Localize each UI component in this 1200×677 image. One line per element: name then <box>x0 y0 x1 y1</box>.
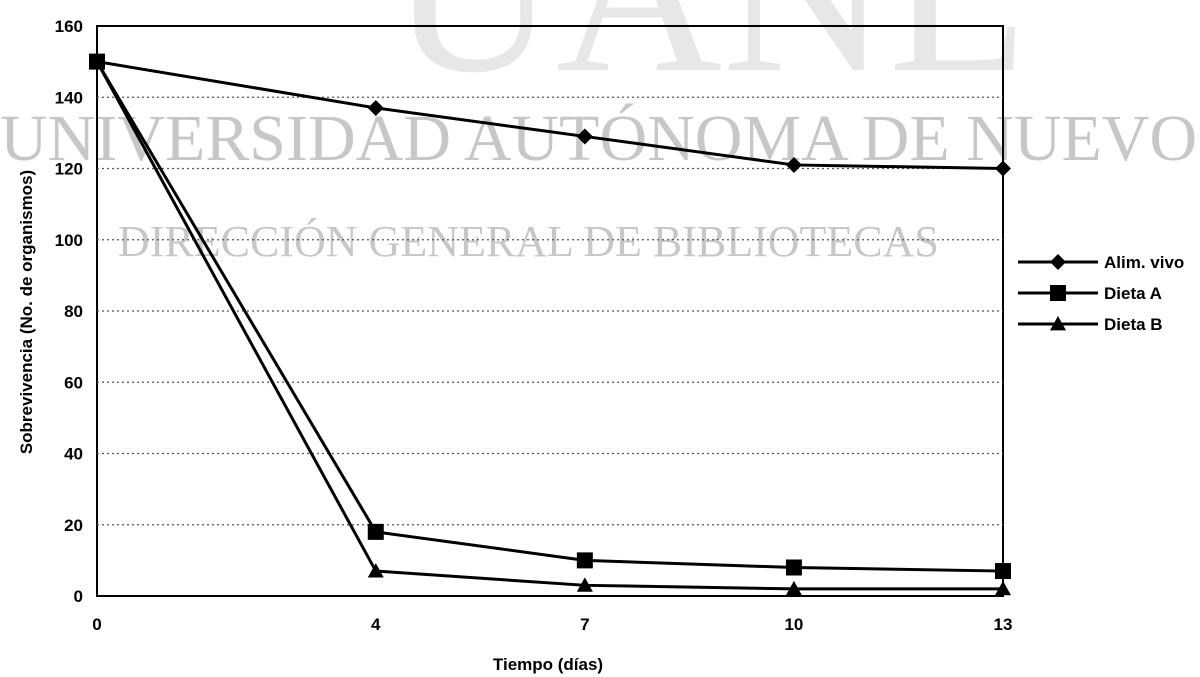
x-tick-label-10: 10 <box>784 615 803 634</box>
x-tick-label-13: 13 <box>994 615 1013 634</box>
legend-label-dieta-b: Dieta B <box>1104 315 1163 334</box>
y-tick-label-160: 160 <box>55 17 83 36</box>
y-tick-label-60: 60 <box>64 373 83 392</box>
data-point-alim-vivo-x7 <box>576 128 593 145</box>
data-point-alim-vivo-x13 <box>995 160 1011 177</box>
data-point-dieta-b-x7 <box>576 577 593 592</box>
legend-label-alim-vivo: Alim. vivo <box>1104 253 1184 272</box>
data-point-dieta-a-x10 <box>785 559 802 576</box>
legend-marker-alim-vivo <box>1050 254 1066 270</box>
data-point-alim-vivo-x10 <box>785 156 802 173</box>
data-point-dieta-a-x7 <box>576 552 593 569</box>
legend: Alim. vivo Dieta A Dieta B <box>1018 253 1184 334</box>
y-tick-label-80: 80 <box>64 302 83 321</box>
watermark-logo-text: UANL <box>390 0 1029 120</box>
x-axis-title: Tiempo (días) <box>493 655 603 674</box>
y-axis-title: Sobrevivencia (No. de organismos) <box>17 170 36 454</box>
data-point-dieta-b-x4 <box>367 563 384 578</box>
watermark: UANL UNIVERSIDAD AUTÓNOMA DE NUEVO LEÓN … <box>0 0 1200 266</box>
data-point-dieta-b-x0 <box>89 53 105 69</box>
data-point-dieta-b-x10 <box>785 580 802 596</box>
watermark-library-name: DIRECCIÓN GENERAL DE BIBLIOTECAS <box>118 217 939 266</box>
legend-marker-dieta-b <box>1050 316 1066 331</box>
y-tick-label-100: 100 <box>55 231 83 250</box>
y-tick-label-20: 20 <box>64 516 83 535</box>
y-tick-label-140: 140 <box>55 88 83 107</box>
gridlines <box>97 96 1003 526</box>
data-point-dieta-a-x4 <box>367 523 384 540</box>
x-tick-label-7: 7 <box>580 615 589 634</box>
y-tick-label-40: 40 <box>64 445 83 464</box>
legend-marker-dieta-a <box>1050 285 1066 301</box>
x-tick-label-4: 4 <box>371 615 381 634</box>
data-point-dieta-b-x13 <box>995 580 1011 596</box>
series-markers <box>89 53 1011 596</box>
axis-ticks: 0 20 40 60 80 100 120 140 160 0 4 7 10 13 <box>55 17 1013 634</box>
legend-label-dieta-a: Dieta A <box>1104 284 1162 303</box>
x-tick-label-0: 0 <box>92 615 101 634</box>
data-point-dieta-a-x13 <box>995 563 1011 580</box>
y-tick-label-120: 120 <box>55 160 83 179</box>
data-point-alim-vivo-x4 <box>367 99 384 116</box>
y-tick-label-0: 0 <box>74 587 83 606</box>
